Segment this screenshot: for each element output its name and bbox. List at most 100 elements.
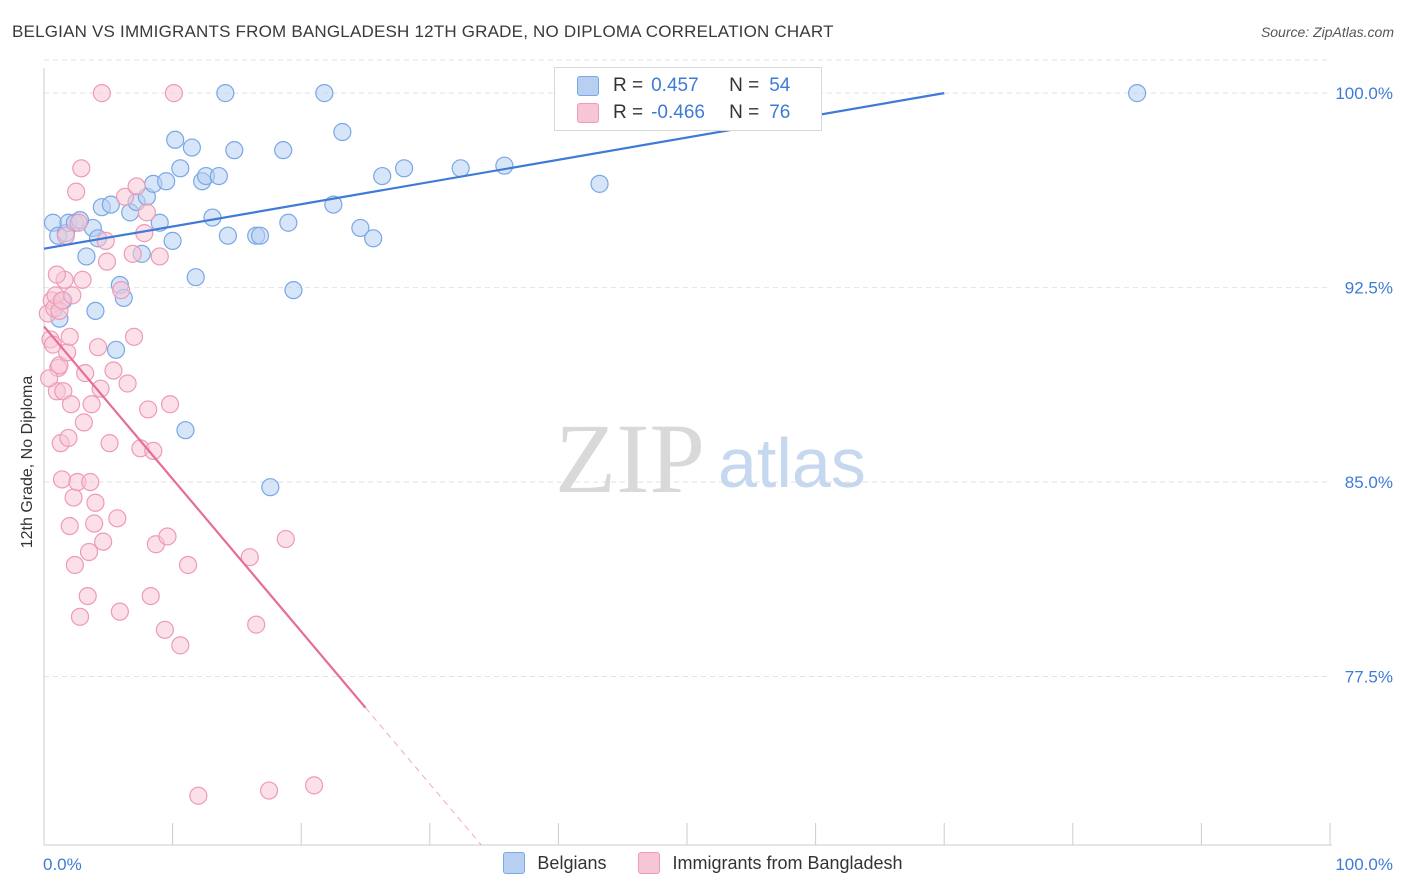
bangladesh-point xyxy=(123,244,142,263)
source-credit: Source: ZipAtlas.com xyxy=(1260,24,1394,40)
belgian-point xyxy=(171,159,190,178)
legend-swatch-pink xyxy=(577,103,599,123)
bangladesh-point xyxy=(60,516,79,536)
trend-line-bangladesh-extension xyxy=(365,707,482,846)
belgian-point xyxy=(163,231,182,250)
belgian-point xyxy=(495,156,514,175)
x-tick-label-min: 0.0% xyxy=(43,855,82,874)
y-tick-label: 100.0% xyxy=(1335,84,1393,103)
bangladesh-point xyxy=(108,509,127,528)
bangladesh-point xyxy=(78,586,97,606)
bangladesh-point xyxy=(79,542,99,562)
bangladesh-point xyxy=(88,338,108,357)
belgian-point xyxy=(333,122,352,142)
bangladesh-point xyxy=(115,187,135,206)
bangladesh-point xyxy=(70,607,90,626)
legend-item-bangladesh[interactable]: Immigrants from Bangladesh xyxy=(638,852,903,874)
belgian-point xyxy=(86,301,105,321)
bangladesh-point xyxy=(304,776,324,795)
bangladesh-point xyxy=(73,270,92,289)
series-legend: Belgians Immigrants from Bangladesh xyxy=(0,852,1406,874)
bangladesh-point xyxy=(74,413,93,432)
belgian-point xyxy=(77,247,96,266)
bangladesh-point xyxy=(97,252,117,271)
bangladesh-point xyxy=(164,84,183,103)
bangladesh-point xyxy=(112,281,131,300)
bangladesh-point xyxy=(259,781,279,800)
watermark-atlas: atlas xyxy=(718,424,866,502)
bangladesh-point xyxy=(124,327,144,346)
belgian-point xyxy=(284,281,303,300)
legend-item-belgians[interactable]: Belgians xyxy=(503,852,606,874)
bangladesh-point xyxy=(160,395,180,414)
belgian-point xyxy=(218,226,237,245)
legend-swatch-blue xyxy=(503,852,526,874)
bangladesh-point xyxy=(40,369,59,388)
legend-r-value: 0.457 xyxy=(651,75,699,96)
bangladesh-point xyxy=(67,182,86,201)
bangladesh-point xyxy=(118,374,137,393)
legend-row-belgians: R = 0.457 N = 54 xyxy=(577,74,790,98)
bangladesh-point xyxy=(158,527,177,546)
belgian-point xyxy=(166,130,185,149)
bangladesh-point xyxy=(104,361,123,380)
belgian-point xyxy=(451,159,470,178)
y-tick-label: 92.5% xyxy=(1345,279,1393,298)
tick-labels: 100.0% 92.5% 85.0% 77.5% 0.0% 100.0% xyxy=(43,84,1393,874)
belgian-point xyxy=(394,159,414,178)
bangladesh-point xyxy=(64,488,83,507)
belgian-point xyxy=(274,141,293,160)
belgian-point xyxy=(209,166,228,186)
belgian-point xyxy=(176,421,195,440)
y-tick-label: 77.5% xyxy=(1345,667,1393,686)
bangladesh-point xyxy=(189,786,208,805)
legend-row-bangladesh: R = -0.466 N = 76 xyxy=(577,101,790,125)
bangladesh-point xyxy=(127,177,146,196)
zipatlas-watermark: ZIP atlas xyxy=(555,403,866,514)
belgian-point xyxy=(216,84,235,103)
legend-label-bangladesh: Immigrants from Bangladesh xyxy=(672,852,903,873)
axes xyxy=(43,68,1332,846)
belgian-point xyxy=(225,141,244,160)
bangladesh-point xyxy=(276,529,295,549)
belgian-point xyxy=(101,195,120,214)
belgian-point xyxy=(157,172,176,191)
belgian-point xyxy=(364,229,383,248)
legend-r-label: R = xyxy=(613,102,644,123)
belgian-point xyxy=(590,174,609,193)
bangladesh-point xyxy=(61,395,81,414)
stats-legend: R = 0.457 N = 54 R = -0.466 N = 76 xyxy=(554,67,822,131)
bangladesh-point xyxy=(240,548,259,567)
legend-r-value: -0.466 xyxy=(651,102,705,123)
bangladesh-point xyxy=(72,159,91,178)
bangladesh-point xyxy=(85,514,104,533)
watermark-zip: ZIP xyxy=(555,403,705,514)
bangladesh-point xyxy=(56,226,75,245)
belgian-point xyxy=(373,166,392,186)
bangladesh-point xyxy=(139,400,158,419)
bangladesh-point xyxy=(171,636,190,655)
bangladesh-point xyxy=(137,203,156,222)
legend-swatch-pink xyxy=(638,852,661,874)
belgian-point xyxy=(279,213,298,232)
trend-line-bangladesh xyxy=(43,325,367,709)
bangladesh-point xyxy=(247,615,266,634)
bangladesh-point xyxy=(91,379,110,398)
chart-title: BELGIAN VS IMMIGRANTS FROM BANGLADESH 12… xyxy=(12,22,834,41)
bangladesh-point xyxy=(144,441,163,461)
legend-swatch-blue xyxy=(577,76,599,96)
legend-n-label: N = xyxy=(729,102,760,123)
belgian-point xyxy=(182,138,201,157)
bangladesh-point xyxy=(92,84,111,103)
bangladesh-point xyxy=(59,428,78,448)
bangladesh-point xyxy=(47,265,66,284)
y-tick-label: 85.0% xyxy=(1345,473,1393,492)
belgian-point xyxy=(1127,84,1147,103)
belgian-point xyxy=(351,218,370,238)
bangladesh-point xyxy=(86,493,105,512)
bangladesh-point xyxy=(65,555,84,575)
bangladesh-point xyxy=(52,470,72,489)
belgian-point xyxy=(261,478,280,497)
bangladesh-point xyxy=(141,586,160,606)
